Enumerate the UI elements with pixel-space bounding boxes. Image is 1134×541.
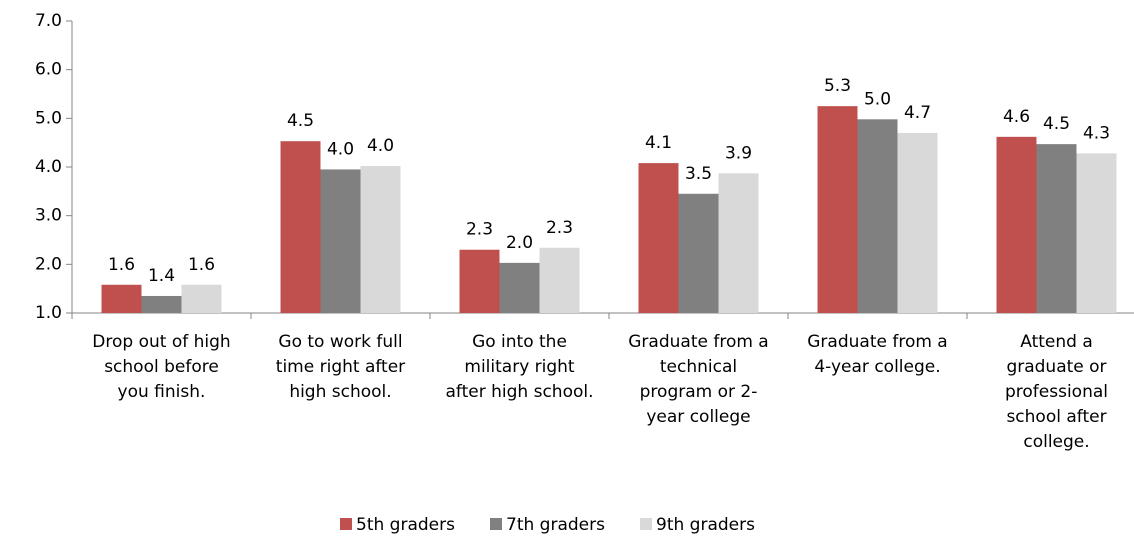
data-label: 4.0 xyxy=(367,136,394,156)
y-tick-label: 4.0 xyxy=(35,157,62,177)
x-tick-label: Graduate from a 4-year college. xyxy=(807,332,948,377)
x-tick-label: Graduate from a technical program or 2-y… xyxy=(628,332,769,427)
legend-label: 7th graders xyxy=(506,515,605,535)
y-tick-label: 6.0 xyxy=(35,60,62,80)
bar xyxy=(459,249,500,313)
data-label: 2.0 xyxy=(506,233,533,253)
data-label: 1.6 xyxy=(108,255,135,275)
data-label: 4.1 xyxy=(645,133,672,153)
data-label: 4.7 xyxy=(904,103,931,123)
data-label: 4.5 xyxy=(287,111,314,131)
y-tick-label: 1.0 xyxy=(35,303,62,323)
legend-swatch xyxy=(340,518,352,530)
bar xyxy=(320,169,361,313)
data-label: 5.0 xyxy=(864,89,891,109)
x-tick-label: Go to work full time right after high sc… xyxy=(275,332,406,402)
bar xyxy=(678,193,719,313)
bar xyxy=(1076,153,1117,313)
legend-swatch xyxy=(640,518,652,530)
data-label: 5.3 xyxy=(824,76,851,96)
data-label: 2.3 xyxy=(466,220,493,240)
x-tick-label: Drop out of high school before you finis… xyxy=(92,332,231,402)
data-label: 4.5 xyxy=(1043,114,1070,134)
bar xyxy=(101,284,142,313)
y-tick-label: 5.0 xyxy=(35,108,62,128)
bar xyxy=(897,132,938,313)
bar xyxy=(360,166,401,313)
legend-swatch xyxy=(490,518,502,530)
legend-label: 5th graders xyxy=(356,515,455,535)
y-tick-label: 2.0 xyxy=(35,254,62,274)
x-tick-label: Attend a graduate or professional school… xyxy=(1004,332,1108,452)
data-label: 3.9 xyxy=(725,143,752,163)
bar xyxy=(280,141,321,313)
bar xyxy=(539,247,580,313)
legend-label: 9th graders xyxy=(656,515,755,535)
bar xyxy=(857,119,898,313)
bar xyxy=(499,262,540,313)
data-label: 4.3 xyxy=(1083,123,1110,143)
data-label: 1.6 xyxy=(188,255,215,275)
bar xyxy=(1036,144,1077,313)
data-label: 4.0 xyxy=(327,139,354,159)
x-tick-label: Go into the military right after high sc… xyxy=(445,332,594,402)
bar xyxy=(817,106,858,314)
bar xyxy=(638,163,679,313)
y-tick-label: 7.0 xyxy=(35,11,62,31)
data-label: 1.4 xyxy=(148,266,175,286)
bar xyxy=(996,136,1037,313)
data-label: 3.5 xyxy=(685,164,712,184)
bar xyxy=(181,284,222,313)
y-tick-label: 3.0 xyxy=(35,206,62,226)
bar xyxy=(718,173,759,313)
bar xyxy=(141,295,182,313)
data-label: 2.3 xyxy=(546,218,573,238)
data-label: 4.6 xyxy=(1003,107,1030,127)
